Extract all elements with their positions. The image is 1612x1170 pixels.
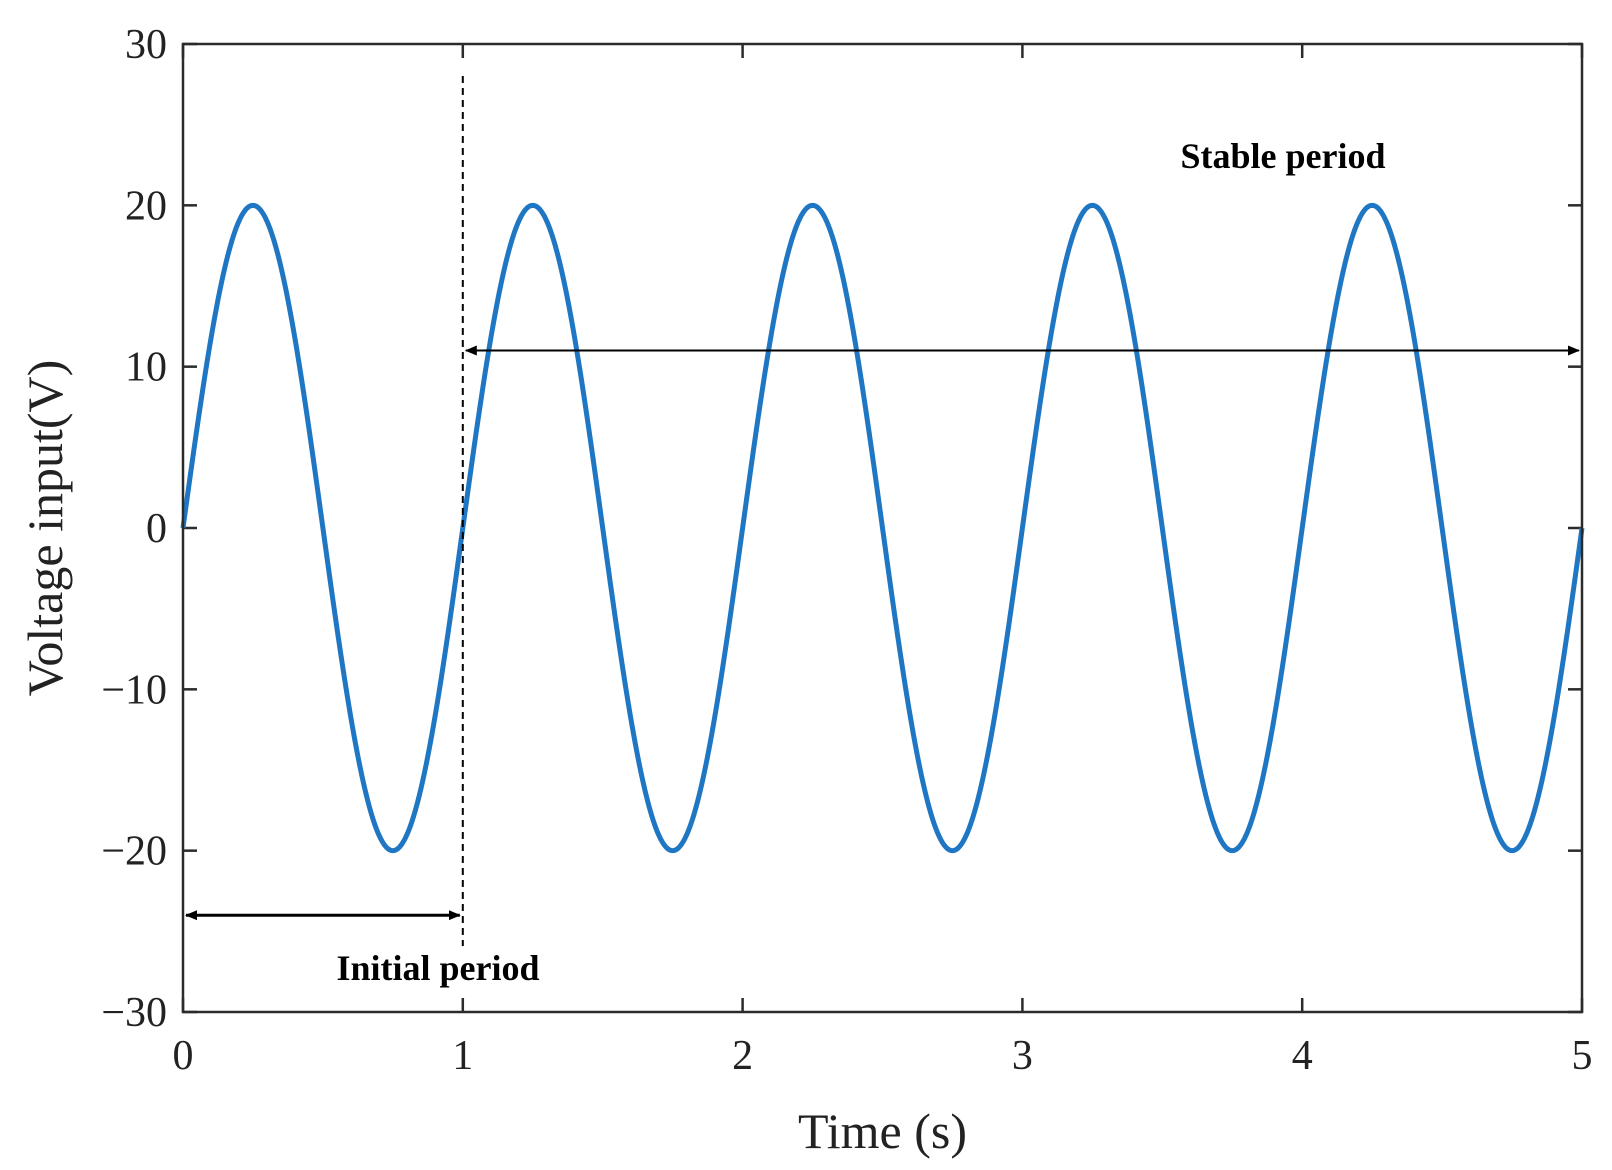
- x-tick-label: 3: [1012, 1033, 1033, 1079]
- x-tick-label: 1: [452, 1033, 473, 1079]
- y-tick-label: 10: [125, 345, 167, 391]
- stable-period-label: Stable period: [1180, 136, 1385, 176]
- y-tick-label: 30: [125, 22, 167, 68]
- y-axis-title: Voltage input(V): [17, 360, 73, 697]
- initial-period-label: Initial period: [336, 948, 539, 988]
- x-axis-title: Time (s): [798, 1103, 967, 1159]
- x-tick-label: 5: [1572, 1033, 1593, 1079]
- x-tick-label: 0: [173, 1033, 194, 1079]
- x-tick-label: 4: [1292, 1033, 1313, 1079]
- x-tick-label: 2: [732, 1033, 753, 1079]
- y-tick-label: 0: [146, 506, 167, 552]
- y-tick-label: −10: [101, 667, 167, 713]
- y-tick-label: 20: [125, 183, 167, 229]
- y-tick-label: −20: [101, 829, 167, 875]
- y-tick-label: −30: [101, 990, 167, 1036]
- series-line: [180, 202, 1585, 854]
- plot-frame: [181, 42, 1584, 1014]
